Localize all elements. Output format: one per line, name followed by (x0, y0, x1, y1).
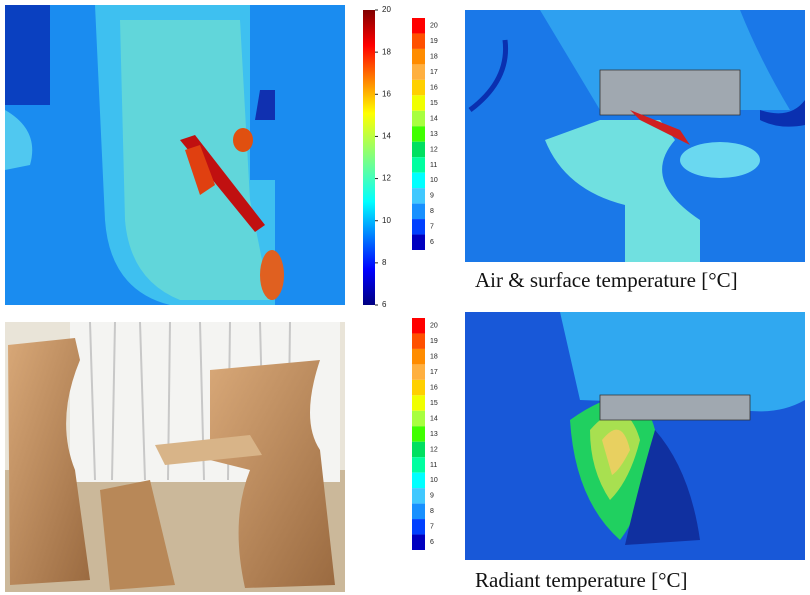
colorbar-label: 14 (430, 415, 438, 422)
colorbar-label: 19 (430, 38, 438, 45)
colorbar (363, 10, 375, 305)
colorbar-label: 7 (430, 524, 434, 531)
colorbar-label: 6 (430, 239, 434, 246)
colorbar-step (412, 95, 425, 111)
colorbar-label: 18 (382, 47, 391, 56)
colorbar-step (412, 188, 425, 204)
colorbar-step (412, 318, 425, 334)
colorbar-step (412, 364, 425, 380)
colorbar-step (412, 48, 425, 65)
colorbar-label: 10 (430, 177, 438, 184)
colorbar-label: 9 (430, 493, 434, 500)
colorbar-label: 14 (430, 115, 438, 122)
colorbar-step (412, 18, 425, 34)
colorbar-label: 10 (430, 477, 438, 484)
colorbar-label: 18 (430, 54, 438, 61)
colorbar-label: 7 (430, 224, 434, 231)
colorbar-label: 20 (430, 323, 438, 330)
colorbar-label: 9 (430, 193, 434, 200)
colorbar-label: 17 (430, 369, 438, 376)
colorbar-step (412, 79, 425, 96)
colorbar-label: 16 (430, 84, 438, 91)
colorbar-step (412, 519, 425, 535)
colorbar-label: 6 (382, 300, 387, 309)
colorbar-label: 20 (430, 23, 438, 30)
thermal-image (5, 5, 345, 305)
colorbar-label: 16 (430, 384, 438, 391)
colorbar-step (412, 64, 425, 80)
colorbar-label: 13 (430, 131, 438, 138)
photo (5, 321, 345, 592)
colorbar-label: 8 (430, 208, 434, 215)
colorbar-step (412, 534, 425, 550)
colorbar-label: 16 (382, 89, 391, 98)
colorbar-step (412, 333, 425, 349)
colorbar-step (412, 141, 425, 158)
colorbar-label: 19 (430, 338, 438, 345)
colorbar-label: 14 (382, 132, 391, 141)
colorbar-label: 12 (382, 174, 391, 183)
colorbar-label: 11 (430, 462, 437, 469)
colorbar-step (412, 33, 425, 49)
colorbar-step (412, 157, 425, 173)
colorbar-step (412, 503, 425, 520)
colorbar-step (412, 348, 425, 365)
colorbar-label: 8 (430, 508, 434, 515)
colorbar-step (412, 410, 425, 427)
colorbar-step (412, 126, 425, 142)
colorbar-label: 17 (430, 69, 438, 76)
colorbar-label: 8 (382, 258, 387, 267)
colorbar-label: 12 (430, 446, 438, 453)
cfd-image (465, 312, 805, 560)
colorbar: 20 19 18 17 16 15 14 13 12 11 10 9 8 7 6 (412, 318, 438, 550)
cfd-image (465, 10, 805, 262)
colorbar-label: 12 (430, 146, 438, 153)
colorbar-label: 20 (382, 5, 391, 14)
colorbar-step (412, 219, 425, 235)
colorbar-label: 13 (430, 431, 438, 438)
colorbar-label: 18 (430, 354, 438, 361)
colorbar-label: 15 (430, 400, 438, 407)
colorbar-step (412, 457, 425, 473)
colorbar-step (412, 441, 425, 458)
colorbar-label: 6 (430, 539, 434, 546)
colorbar-label: 10 (382, 216, 391, 225)
colorbar-step (412, 110, 425, 127)
colorbar: 20 19 18 17 16 15 14 13 12 11 10 9 8 7 6 (412, 18, 438, 250)
colorbar-label: 11 (430, 162, 437, 169)
colorbar-step (412, 172, 425, 189)
colorbar-step (412, 379, 425, 396)
colorbar-step (412, 426, 425, 442)
colorbar-step (412, 488, 425, 504)
caption: Air & surface temperature [°C] (475, 268, 738, 292)
colorbar-step (412, 203, 425, 220)
colorbar-label: 15 (430, 100, 438, 107)
colorbar-step (412, 234, 425, 250)
caption: Radiant temperature [°C] (475, 568, 687, 592)
colorbar-step (412, 395, 425, 411)
colorbar-step (412, 472, 425, 489)
